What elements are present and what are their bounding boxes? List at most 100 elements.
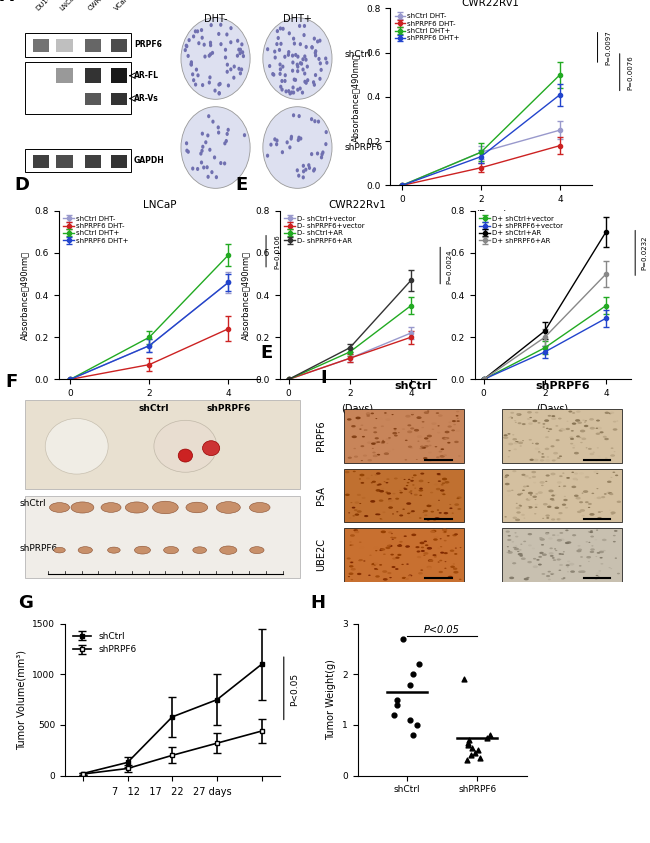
Legend: shCtrl, shPRPF6: shCtrl, shPRPF6 [70,628,140,658]
Ellipse shape [503,436,508,439]
Ellipse shape [512,470,517,472]
Ellipse shape [448,576,453,578]
Ellipse shape [376,484,380,486]
Ellipse shape [185,44,188,48]
Ellipse shape [545,475,550,476]
Ellipse shape [201,132,204,136]
Ellipse shape [552,499,554,501]
Ellipse shape [582,492,584,494]
Ellipse shape [299,42,302,46]
X-axis label: 7   12   17   22   27 days: 7 12 17 22 27 days [112,787,232,797]
Ellipse shape [527,418,530,420]
Ellipse shape [588,507,590,508]
Ellipse shape [456,430,460,432]
Ellipse shape [599,550,604,553]
Ellipse shape [313,36,316,40]
Ellipse shape [202,145,205,148]
Ellipse shape [598,511,601,513]
Ellipse shape [324,56,328,61]
Ellipse shape [416,459,418,460]
Ellipse shape [272,72,276,77]
Ellipse shape [590,513,595,516]
Ellipse shape [508,456,510,458]
Ellipse shape [370,482,373,483]
Ellipse shape [207,114,211,118]
Ellipse shape [515,502,517,504]
Ellipse shape [443,512,448,514]
Ellipse shape [543,503,548,506]
Ellipse shape [539,537,543,539]
Ellipse shape [511,561,514,562]
Ellipse shape [385,418,391,421]
Ellipse shape [191,72,194,77]
Ellipse shape [434,517,440,520]
Ellipse shape [281,65,285,68]
Ellipse shape [508,450,511,451]
Ellipse shape [348,457,352,459]
Ellipse shape [417,416,420,418]
Ellipse shape [562,473,564,474]
Ellipse shape [382,512,385,513]
Ellipse shape [577,511,582,513]
Ellipse shape [304,81,308,85]
Ellipse shape [373,432,377,433]
Ellipse shape [292,36,295,40]
Ellipse shape [426,505,432,507]
Ellipse shape [580,556,583,558]
Ellipse shape [263,18,332,99]
Ellipse shape [413,475,417,476]
Ellipse shape [306,65,309,68]
Ellipse shape [209,52,212,56]
Ellipse shape [394,430,396,432]
Ellipse shape [445,567,447,569]
Text: P=0.0076: P=0.0076 [628,55,634,89]
Ellipse shape [421,550,425,552]
Ellipse shape [551,574,553,575]
Ellipse shape [445,431,450,433]
Ellipse shape [554,507,559,509]
Ellipse shape [387,450,391,452]
Ellipse shape [578,437,582,438]
Ellipse shape [610,568,612,569]
Point [392,693,402,706]
Ellipse shape [551,417,556,420]
Ellipse shape [562,503,566,506]
Ellipse shape [601,511,603,512]
Ellipse shape [399,544,401,545]
Ellipse shape [560,518,562,519]
Ellipse shape [515,507,521,509]
Ellipse shape [603,550,606,551]
Ellipse shape [509,416,513,419]
Ellipse shape [313,83,316,87]
Ellipse shape [371,565,374,566]
Ellipse shape [424,438,428,439]
Ellipse shape [586,556,591,558]
Ellipse shape [408,575,411,577]
Ellipse shape [302,67,305,72]
Ellipse shape [417,441,419,442]
Ellipse shape [557,481,562,484]
Ellipse shape [551,518,555,521]
Ellipse shape [538,564,542,566]
Ellipse shape [505,483,510,486]
Ellipse shape [564,496,566,497]
Ellipse shape [570,438,574,440]
Ellipse shape [447,535,450,537]
Ellipse shape [454,553,458,555]
Ellipse shape [601,496,605,498]
Ellipse shape [563,577,566,578]
Ellipse shape [458,508,461,510]
Ellipse shape [617,501,621,503]
Ellipse shape [456,411,460,412]
Ellipse shape [388,498,392,500]
Ellipse shape [519,555,523,556]
Ellipse shape [459,578,462,580]
Ellipse shape [450,566,455,568]
Ellipse shape [369,555,372,556]
Ellipse shape [357,572,361,575]
Ellipse shape [250,546,264,554]
Ellipse shape [568,411,572,412]
Ellipse shape [192,35,195,39]
Text: shCtrl: shCtrl [138,404,169,413]
Ellipse shape [242,54,245,58]
